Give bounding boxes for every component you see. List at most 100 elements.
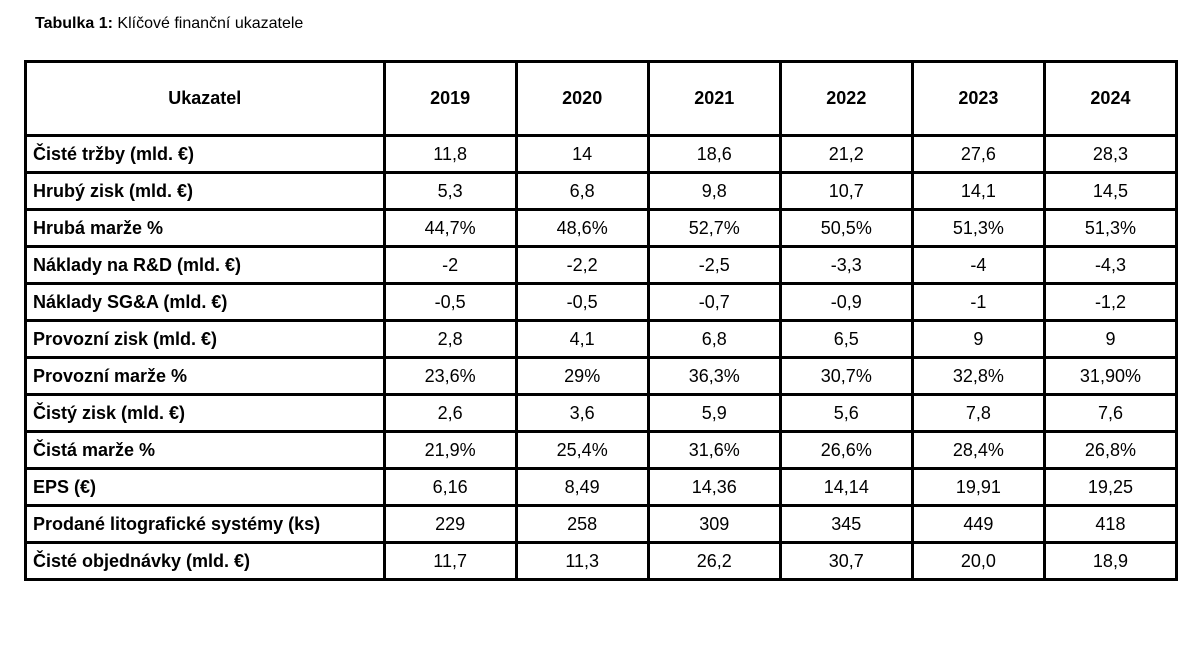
value-cell: 11,7: [382, 541, 518, 581]
row-label: Hrubá marže %: [24, 208, 386, 248]
value-cell: 9,8: [646, 171, 782, 211]
value-cell: 52,7%: [646, 208, 782, 248]
value-cell: 258: [514, 504, 650, 544]
value-cell: 48,6%: [514, 208, 650, 248]
value-cell: 229: [382, 504, 518, 544]
value-cell: 7,6: [1042, 393, 1179, 433]
value-cell: 28,4%: [910, 430, 1046, 470]
row-label: Náklady SG&A (mld. €): [24, 282, 386, 322]
financial-indicators-table: Ukazatel 2019 2020 2021 2022 2023 2024 Čisté t…: [24, 60, 1179, 581]
row-label: Čisté tržby (mld. €): [24, 134, 386, 174]
row-label: Čistá marže %: [24, 430, 386, 470]
value-cell: 20,0: [910, 541, 1046, 581]
row-label: Hrubý zisk (mld. €): [24, 171, 386, 211]
row-label: EPS (€): [24, 467, 386, 507]
column-header-ukazatel: Ukazatel: [24, 60, 386, 137]
value-cell: 5,6: [778, 393, 914, 433]
table-header-row: Ukazatel 2019 2020 2021 2022 2023 2024: [24, 60, 1179, 137]
table-row: Hrubá marže % 44,7% 48,6% 52,7% 50,5% 51,3% 51…: [24, 208, 1179, 248]
value-cell: 19,25: [1042, 467, 1179, 507]
value-cell: 6,5: [778, 319, 914, 359]
value-cell: 8,49: [514, 467, 650, 507]
table-row: EPS (€) 6,16 8,49 14,36 14,14 19,91 19,25: [24, 467, 1179, 507]
value-cell: -0,5: [382, 282, 518, 322]
value-cell: 3,6: [514, 393, 650, 433]
value-cell: 5,3: [382, 171, 518, 211]
value-cell: 27,6: [910, 134, 1046, 174]
value-cell: 29%: [514, 356, 650, 396]
value-cell: 6,8: [646, 319, 782, 359]
value-cell: -0,9: [778, 282, 914, 322]
column-header-year-2021: 2021: [646, 60, 782, 137]
value-cell: 30,7%: [778, 356, 914, 396]
table-row: Provozní zisk (mld. €) 2,8 4,1 6,8 6,5 9 9: [24, 319, 1179, 359]
table-row: Náklady SG&A (mld. €) -0,5 -0,5 -0,7 -0,9 -1-…: [24, 282, 1179, 322]
value-cell: 11,3: [514, 541, 650, 581]
value-cell: 14,36: [646, 467, 782, 507]
value-cell: 418: [1042, 504, 1179, 544]
value-cell: 26,6%: [778, 430, 914, 470]
column-header-year-2022: 2022: [778, 60, 914, 137]
value-cell: 11,8: [382, 134, 518, 174]
value-cell: 9: [1042, 319, 1179, 359]
value-cell: 28,3: [1042, 134, 1179, 174]
table-caption: Tabulka 1: Klíčové finanční ukazatele: [35, 13, 303, 35]
column-header-year-2019: 2019: [382, 60, 518, 137]
column-header-year-2020: 2020: [514, 60, 650, 137]
value-cell: -2: [382, 245, 518, 285]
row-label: Provozní zisk (mld. €): [24, 319, 386, 359]
value-cell: -2,2: [514, 245, 650, 285]
value-cell: 31,6%: [646, 430, 782, 470]
value-cell: 14: [514, 134, 650, 174]
value-cell: 14,1: [910, 171, 1046, 211]
column-header-year-2024: 2024: [1042, 60, 1179, 137]
table-caption-title: Klíčové finanční ukazatele: [117, 15, 304, 32]
table-header: Ukazatel 2019 2020 2021 2022 2023 2024: [24, 60, 1179, 137]
value-cell: -4,3: [1042, 245, 1179, 285]
table-row: Prodané litografické systémy (ks) 229 258 3…: [24, 504, 1179, 544]
value-cell: 50,5%: [778, 208, 914, 248]
value-cell: 21,2: [778, 134, 914, 174]
value-cell: 2,8: [382, 319, 518, 359]
value-cell: 32,8%: [910, 356, 1046, 396]
value-cell: -0,7: [646, 282, 782, 322]
table-row: Čisté objednávky (mld. €) 11,7 11,3 26,2 30,…: [24, 541, 1179, 581]
value-cell: 18,6: [646, 134, 782, 174]
value-cell: 26,8%: [1042, 430, 1179, 470]
column-header-year-2023: 2023: [910, 60, 1046, 137]
value-cell: 44,7%: [382, 208, 518, 248]
value-cell: 51,3%: [910, 208, 1046, 248]
table-row: Čistý zisk (mld. €) 2,6 3,6 5,9 5,6 7,8 7,6: [24, 393, 1179, 433]
table-row: Náklady na R&D (mld. €) -2 -2,2 -2,5 -3,3 -4-…: [24, 245, 1179, 285]
value-cell: 345: [778, 504, 914, 544]
table-row: Čistá marže % 21,9% 25,4% 31,6% 26,6% 28,4% 26…: [24, 430, 1179, 470]
value-cell: 36,3%: [646, 356, 782, 396]
value-cell: 19,91: [910, 467, 1046, 507]
value-cell: -3,3: [778, 245, 914, 285]
table-row: Provozní marže % 23,6% 29% 36,3% 30,7% 32,8% 3…: [24, 356, 1179, 396]
value-cell: 23,6%: [382, 356, 518, 396]
table-row: Čisté tržby (mld. €) 11,8 14 18,6 21,2 27,6 28…: [24, 134, 1179, 174]
value-cell: 21,9%: [382, 430, 518, 470]
table-body: Čisté tržby (mld. €) 11,8 14 18,6 21,2 27,6 28…: [24, 134, 1179, 581]
value-cell: 14,5: [1042, 171, 1179, 211]
value-cell: -2,5: [646, 245, 782, 285]
value-cell: -1: [910, 282, 1046, 322]
value-cell: -1,2: [1042, 282, 1179, 322]
value-cell: 51,3%: [1042, 208, 1179, 248]
row-label: Náklady na R&D (mld. €): [24, 245, 386, 285]
value-cell: 31,90%: [1042, 356, 1179, 396]
table-row: Hrubý zisk (mld. €) 5,3 6,8 9,8 10,7 14,1 14,5: [24, 171, 1179, 211]
value-cell: 2,6: [382, 393, 518, 433]
value-cell: 30,7: [778, 541, 914, 581]
value-cell: 6,8: [514, 171, 650, 211]
value-cell: 6,16: [382, 467, 518, 507]
value-cell: 18,9: [1042, 541, 1179, 581]
value-cell: 9: [910, 319, 1046, 359]
value-cell: 309: [646, 504, 782, 544]
value-cell: 10,7: [778, 171, 914, 211]
value-cell: 14,14: [778, 467, 914, 507]
value-cell: 26,2: [646, 541, 782, 581]
row-label: Čistý zisk (mld. €): [24, 393, 386, 433]
